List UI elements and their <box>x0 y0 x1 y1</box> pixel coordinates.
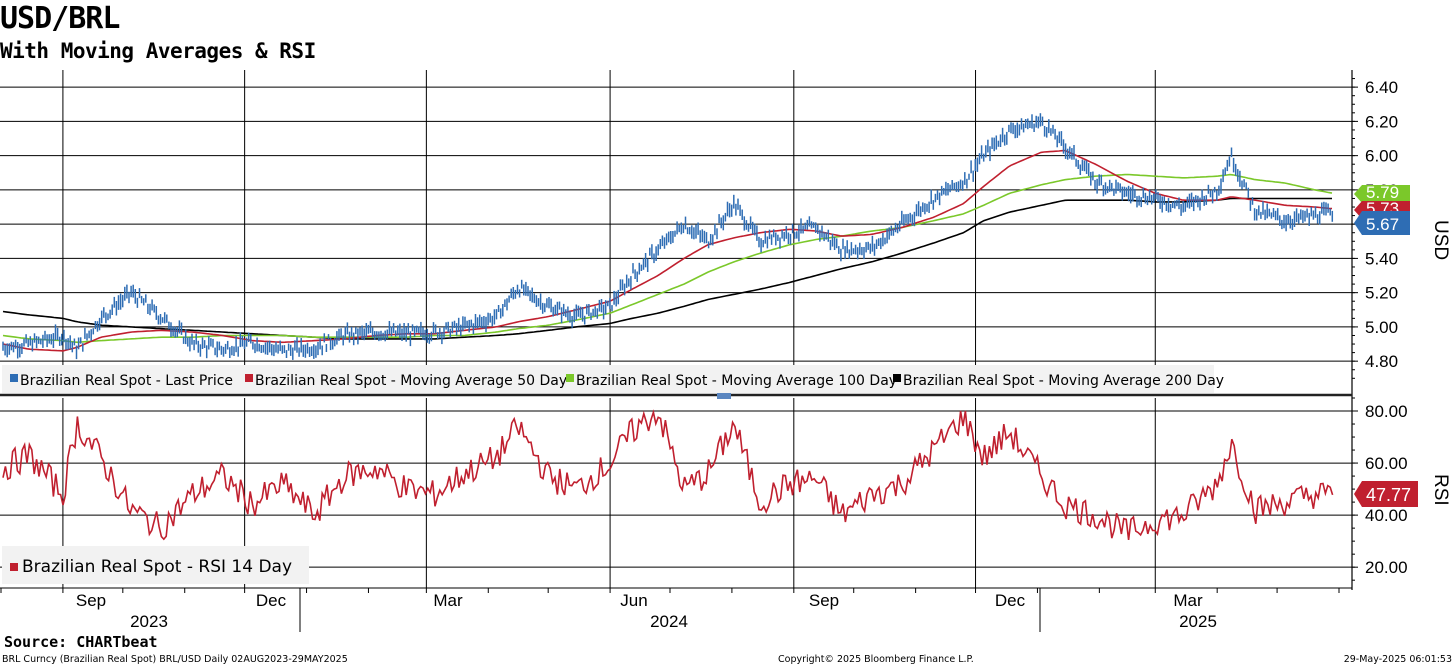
rsi-ytick-label: 60.00 <box>1365 454 1408 473</box>
price-panel-series <box>2 113 1334 360</box>
chart-axes: 4.805.005.205.405.605.806.006.206.4020.0… <box>0 70 1451 632</box>
rsi-axis-title: RSI <box>1430 474 1451 506</box>
rsi-last-value-tag: 47.77 <box>1354 481 1418 507</box>
rsi-last-value-tag-text: 47.77 <box>1366 485 1411 505</box>
last-value-tag-text: 5.79 <box>1366 183 1399 202</box>
x-month-label: Sep <box>809 591 839 610</box>
legend-label: Brazilian Real Spot - Moving Average 50 … <box>255 373 567 389</box>
price-panel-grid <box>0 70 1352 392</box>
price-ytick-label: 6.40 <box>1365 78 1398 97</box>
rsi-ytick-label: 80.00 <box>1365 402 1408 421</box>
chart-legends: Brazilian Real Spot - Last Price Brazilia… <box>2 365 1224 584</box>
price-ytick-label: 6.00 <box>1365 147 1398 166</box>
legend-swatch <box>10 374 18 382</box>
x-year-label: 2024 <box>650 612 688 631</box>
legend-label: Brazilian Real Spot - Last Price <box>20 373 233 389</box>
last-value-tag-bg <box>1354 185 1410 203</box>
rsi-last-value-tag-bg <box>1354 481 1418 507</box>
x-month-label: Jun <box>620 591 647 610</box>
legend-label: Brazilian Real Spot - Moving Average 100… <box>576 373 897 389</box>
chart-subtitle: With Moving Averages & RSI <box>0 39 316 63</box>
price-ytick-label: 5.20 <box>1365 284 1398 303</box>
price-ytick-label: 6.20 <box>1365 112 1398 131</box>
price-ytick-label: 5.40 <box>1365 249 1398 268</box>
legend-swatch <box>893 374 901 382</box>
x-month-label: Dec <box>995 591 1026 610</box>
price-legend-box <box>2 365 1214 393</box>
rsi-legend-box <box>2 546 309 584</box>
footer-timestamp: 29-May-2025 06:01:53 <box>1343 654 1452 665</box>
last-value-tag: 5.67 <box>1354 211 1410 235</box>
legend-swatch <box>566 374 574 382</box>
rsi-ytick-label: 20.00 <box>1365 558 1408 577</box>
x-year-label: 2023 <box>130 612 168 631</box>
last-price-bars <box>2 113 1334 360</box>
rsi-series-line <box>2 409 1334 541</box>
legend-label: Brazilian Real Spot - Moving Average 200… <box>903 373 1224 389</box>
source-note: Source: CHARTbeat <box>4 633 158 651</box>
last-value-tag-text: 5.67 <box>1366 215 1399 234</box>
last-value-tag-bg <box>1354 211 1410 235</box>
x-month-label: Dec <box>256 591 287 610</box>
rsi-panel-series <box>2 409 1334 541</box>
price-ytick-label: 4.80 <box>1365 352 1398 371</box>
legend-swatch <box>10 563 18 571</box>
x-year-label: 2025 <box>1179 612 1217 631</box>
panel-splitter-handle <box>717 392 731 399</box>
x-month-label: Sep <box>76 591 106 610</box>
legend-swatch <box>245 374 253 382</box>
ma-series-line <box>2 149 1333 352</box>
ma-series-line <box>2 197 1332 340</box>
legend-label: Brazilian Real Spot - RSI 14 Day <box>22 557 292 577</box>
rsi-ytick-label: 40.00 <box>1365 506 1408 525</box>
x-month-label: Mar <box>1173 591 1203 610</box>
x-month-label: Mar <box>433 591 463 610</box>
price-axis-title: USD <box>1430 220 1451 260</box>
chart-title: USD/BRL <box>0 1 120 36</box>
footer-copyright: Copyright© 2025 Bloomberg Finance L.P. <box>778 654 974 665</box>
price-ytick-label: 5.00 <box>1365 318 1398 337</box>
last-value-tag: 5.79 <box>1354 183 1410 203</box>
footer-ticker-info: BRL Curncy (Brazilian Real Spot) BRL/USD… <box>2 654 348 665</box>
